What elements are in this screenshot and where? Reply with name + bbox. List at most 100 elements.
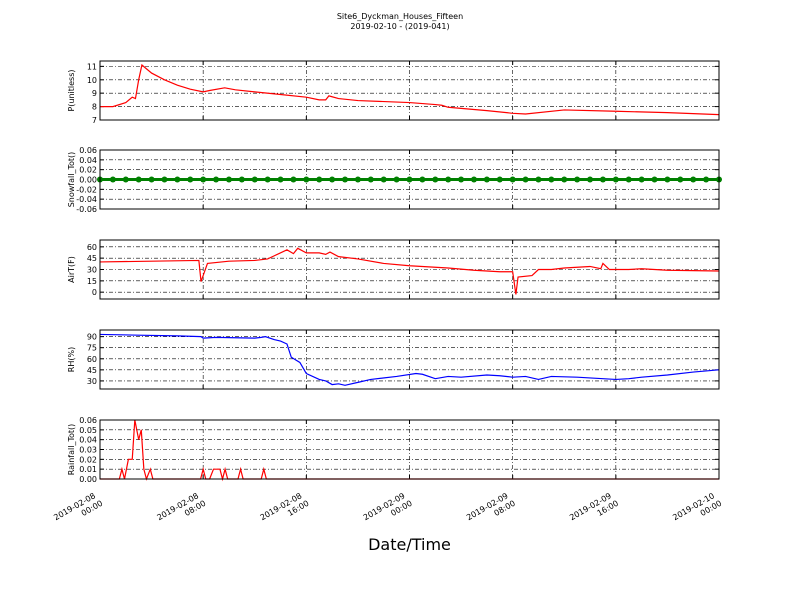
chart-title: Site6_Dyckman_Houses_Fifteen (337, 12, 463, 21)
data-point (677, 176, 684, 183)
x-tick-label: 2019-02-09 16:00 (568, 490, 620, 531)
y-tick-label: 0.02 (79, 455, 97, 464)
data-point (187, 176, 194, 183)
data-point (200, 176, 207, 183)
y-tick-label: 0.01 (79, 465, 97, 474)
data-line (99, 247, 720, 295)
data-point (406, 176, 413, 183)
data-point (122, 176, 129, 183)
data-point (238, 176, 245, 183)
y-tick-label: 75 (87, 344, 97, 353)
y-tick-label: 0.04 (79, 436, 97, 445)
data-point (548, 176, 555, 183)
y-tick-label: 60 (87, 355, 97, 364)
plot-frame (99, 60, 720, 121)
x-tick-label: 2019-02-08 00:00 (52, 490, 104, 531)
y-tick-label: 60 (87, 243, 97, 252)
data-point (561, 176, 568, 183)
data-point (109, 176, 116, 183)
y-tick-label: -0.02 (76, 185, 97, 194)
y-tick-label: 7 (92, 116, 97, 125)
plot-frame (99, 149, 720, 210)
y-tick-label: 0.04 (79, 156, 97, 165)
data-point (354, 176, 361, 183)
y-axis-label: P(unitless) (67, 69, 76, 111)
y-tick-label: 9 (92, 89, 97, 98)
x-tick-label: 2019-02-08 16:00 (259, 490, 311, 531)
data-point (496, 176, 503, 183)
data-point (303, 176, 310, 183)
y-tick-label: -0.06 (76, 205, 97, 214)
data-point (213, 176, 220, 183)
y-tick-label: 8 (92, 103, 97, 112)
y-axis-label: Snowfall_Tot() (67, 152, 76, 208)
x-axis-label: Date/Time (368, 535, 451, 554)
data-point (329, 176, 336, 183)
data-point (522, 176, 529, 183)
y-axis-label: Rainfall_Tot() (67, 424, 76, 476)
panel: 0.000.010.020.030.040.050.06 2019-02-08 0… (52, 416, 723, 554)
data-point (225, 176, 232, 183)
data-point (587, 176, 594, 183)
y-axis-label: RH(%) (67, 347, 76, 372)
data-point (264, 176, 271, 183)
x-tick-label: 2019-02-09 08:00 (465, 490, 517, 531)
data-point (432, 176, 439, 183)
panel: 0 15 30 45 60 AirT(F) (67, 239, 720, 300)
data-line (100, 419, 719, 482)
y-tick-label: 0 (92, 288, 97, 297)
data-point (290, 176, 297, 183)
plot-frame (99, 419, 720, 480)
y-tick-label: 90 (87, 333, 97, 342)
data-point (599, 176, 606, 183)
plot-frame (99, 329, 720, 390)
data-point (419, 176, 426, 183)
data-point (367, 176, 374, 183)
x-tick-label: 2019-02-09 00:00 (362, 490, 414, 531)
y-tick-label: 0.00 (79, 176, 97, 185)
data-point (535, 176, 542, 183)
data-point (483, 176, 490, 183)
y-tick-label: 0.06 (79, 416, 97, 425)
panel: 7 8 9 10 11 P(unitless) (67, 60, 720, 125)
y-tick-label: 11 (87, 62, 97, 71)
panel: -0.06-0.04-0.020.000.020.040.06Snowfall_… (67, 146, 722, 214)
data-point (342, 176, 349, 183)
y-axis-label: AirT(F) (67, 256, 76, 283)
y-tick-label: 45 (87, 366, 97, 375)
data-point (148, 176, 155, 183)
y-tick-label: 0.06 (79, 146, 97, 155)
data-point (664, 176, 671, 183)
data-point (393, 176, 400, 183)
y-tick-label: 10 (87, 76, 97, 85)
y-tick-label: 30 (87, 266, 97, 275)
y-tick-label: 15 (87, 277, 97, 286)
data-line (99, 333, 720, 386)
data-point (625, 176, 632, 183)
y-tick-label: 0.05 (79, 426, 97, 435)
data-point (380, 176, 387, 183)
panel: 30 45 60 75 90 RH(%) (67, 329, 720, 390)
y-tick-label: 30 (87, 377, 97, 386)
x-tick-label: 2019-02-10 00:00 (671, 490, 723, 531)
data-point (470, 176, 477, 183)
data-point (690, 176, 697, 183)
data-point (161, 176, 168, 183)
y-tick-label: 0.02 (79, 166, 97, 175)
data-point (445, 176, 452, 183)
y-tick-label: -0.04 (76, 195, 97, 204)
data-point (135, 176, 142, 183)
data-point (509, 176, 516, 183)
y-tick-label: 0.03 (79, 446, 97, 455)
plot-frame (99, 239, 720, 300)
y-tick-label: 0.00 (79, 475, 97, 484)
data-point (612, 176, 619, 183)
data-point (651, 176, 658, 183)
data-point (277, 176, 284, 183)
data-point (638, 176, 645, 183)
y-tick-label: 45 (87, 254, 97, 263)
chart-subtitle: 2019-02-10 - (2019-041) (350, 22, 449, 31)
data-point (251, 176, 258, 183)
data-point (316, 176, 323, 183)
x-tick-label: 2019-02-08 08:00 (155, 490, 207, 531)
